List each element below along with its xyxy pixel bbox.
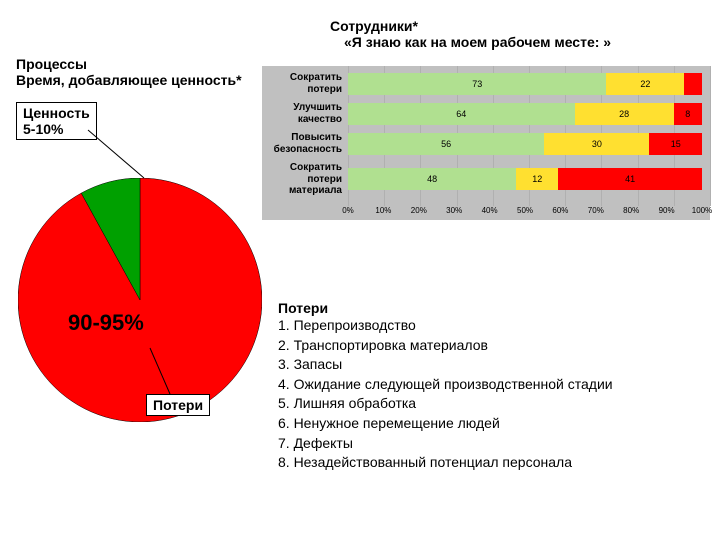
bar-segment-yellow: 12	[516, 168, 558, 190]
bar-segment-green: 56	[348, 133, 544, 155]
waste-callout-leader	[150, 348, 210, 398]
x-tick-label: 50%	[517, 206, 533, 215]
bar-segment-green: 64	[348, 103, 575, 125]
bar-track: 64288	[348, 103, 702, 125]
x-tick-label: 100%	[692, 206, 712, 215]
bar-track: 7322	[348, 73, 702, 95]
x-tick-label: 90%	[659, 206, 675, 215]
bar-segment-green: 73	[348, 73, 606, 95]
employees-title-1: Сотрудники*	[330, 18, 611, 34]
bar-row-label: Сократить потери материала	[262, 162, 348, 197]
loss-item: 3. Запасы	[278, 355, 708, 375]
x-tick-label: 20%	[411, 206, 427, 215]
bar-segment-red	[684, 73, 702, 95]
bar-segment-red: 8	[674, 103, 702, 125]
bar-segment-yellow: 30	[544, 133, 649, 155]
bar-x-axis: 0%10%20%30%40%50%60%70%80%90%100%	[262, 204, 702, 218]
loss-item: 7. Дефекты	[278, 434, 708, 454]
process-heading-2: Время, добавляющее ценность*	[16, 72, 242, 88]
losses-heading: Потери	[278, 300, 708, 316]
bar-row-label: Сократить потери	[262, 72, 348, 95]
loss-item: 4. Ожидание следующей производственной с…	[278, 375, 708, 395]
x-tick-label: 80%	[623, 206, 639, 215]
bar-track: 563015	[348, 133, 702, 155]
bar-row: Улучшить качество64288	[262, 102, 702, 125]
stacked-bar-chart: Сократить потери7322Улучшить качество642…	[262, 66, 710, 220]
loss-item: 6. Ненужное перемещение людей	[278, 414, 708, 434]
loss-item: 5. Лишняя обработка	[278, 394, 708, 414]
pie-chart	[18, 178, 262, 422]
pie-inner-pct: 90-95%	[68, 310, 144, 336]
bar-row: Сократить потери материала481241	[262, 162, 702, 197]
bar-track: 481241	[348, 168, 702, 190]
bar-row: Повысить безопасность563015	[262, 132, 702, 155]
x-tick-label: 70%	[588, 206, 604, 215]
bar-segment-red: 41	[558, 168, 702, 190]
bar-segment-yellow: 28	[575, 103, 674, 125]
x-tick-label: 60%	[552, 206, 568, 215]
process-heading-1: Процессы	[16, 56, 242, 72]
x-tick-label: 10%	[375, 206, 391, 215]
bar-segment-yellow: 22	[606, 73, 684, 95]
bar-segment-green: 48	[348, 168, 516, 190]
bar-row-label: Повысить безопасность	[262, 132, 348, 155]
x-tick-label: 40%	[482, 206, 498, 215]
x-tick-label: 0%	[342, 206, 354, 215]
loss-item: 8. Незадействованный потенциал персонала	[278, 453, 708, 473]
value-callout: Ценность 5-10%	[16, 102, 97, 140]
loss-item: 2. Транспортировка материалов	[278, 336, 708, 356]
x-tick-label: 30%	[446, 206, 462, 215]
losses-block: Потери 1. Перепроизводство2. Транспортир…	[278, 300, 708, 473]
bar-row: Сократить потери7322	[262, 72, 702, 95]
loss-item: 1. Перепроизводство	[278, 316, 708, 336]
employees-title-2: «Я знаю как на моем рабочем месте: »	[330, 34, 611, 50]
bar-segment-red: 15	[649, 133, 702, 155]
bar-row-label: Улучшить качество	[262, 102, 348, 125]
